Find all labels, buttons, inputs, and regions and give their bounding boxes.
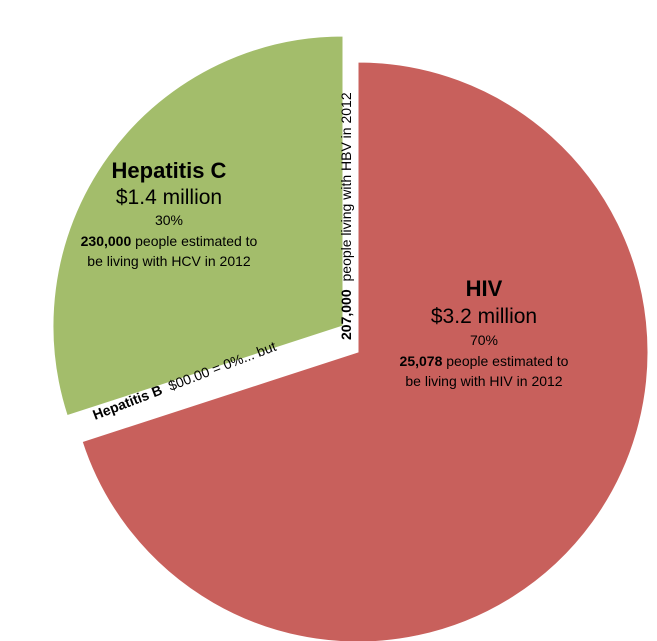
hcv-name-label: Hepatitis C xyxy=(112,158,227,183)
hiv-people-line-1: 25,078 people estimated to xyxy=(400,353,569,369)
hiv-amount-label: $3.2 million xyxy=(431,305,537,328)
hiv-name-label: HIV xyxy=(466,276,503,301)
hcv-people-line-1: 230,000 people estimated to xyxy=(81,233,258,249)
hbv-people-number: 207,000 xyxy=(338,289,354,340)
pie-slice-hiv xyxy=(81,61,649,641)
hcv-people-number: 230,000 xyxy=(81,233,132,249)
pie-slice-hepatitis-c xyxy=(52,35,344,417)
hbv-people-text: people living with HBV in 2012 xyxy=(338,92,354,281)
hiv-people-number: 25,078 xyxy=(400,353,443,369)
hiv-people-text: people estimated to xyxy=(446,353,568,369)
hiv-label-group: HIV $3.2 million 70% 25,078 people estim… xyxy=(400,276,569,389)
hiv-people-line-2: be living with HIV in 2012 xyxy=(405,373,562,389)
hcv-people-text: people estimated to xyxy=(135,233,257,249)
hbv-people-label: 207,000 people living with HBV in 2012 xyxy=(338,92,354,340)
hcv-label-group: Hepatitis C $1.4 million 30% 230,000 peo… xyxy=(81,158,258,269)
hcv-people-line-2: be living with HCV in 2012 xyxy=(87,253,251,269)
hiv-percent-label: 70% xyxy=(470,332,498,348)
hcv-percent-label: 30% xyxy=(155,212,183,228)
hcv-amount-label: $1.4 million xyxy=(116,186,222,209)
